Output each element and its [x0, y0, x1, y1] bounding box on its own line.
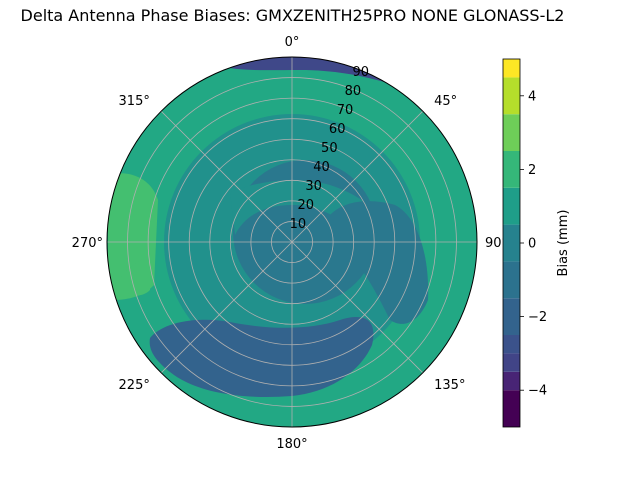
colorbar-band: [503, 77, 520, 115]
colorbar-band: [503, 187, 520, 225]
colorbar-band: [503, 335, 520, 354]
radial-tick-label: 80: [345, 84, 362, 99]
colorbar-band: [503, 371, 520, 391]
radial-tick-labels: 10 20 30 40 50 60 70 80 90: [290, 65, 369, 232]
angular-tick-labels: 0° 45° 90° 135° 180° 225° 270° 315°: [72, 35, 508, 452]
radial-tick-label: 30: [305, 179, 322, 194]
colorbar-band: [503, 151, 520, 188]
radial-tick-label: 50: [321, 141, 338, 156]
polar-grid: [107, 57, 477, 427]
region-mid-inner-north: [230, 180, 385, 245]
colorbar: −4 −2 0 2 4 Bias (mm): [502, 58, 571, 428]
grid-spoke: [291, 110, 424, 243]
radial-tick-label: 90: [353, 65, 370, 80]
colorbar-band: [503, 353, 520, 372]
angular-tick-label: 45°: [434, 94, 457, 109]
grid-spoke: [160, 241, 293, 374]
colorbar-tick-label: 4: [528, 89, 536, 104]
radial-tick-label: 60: [329, 122, 346, 137]
angular-tick-label: 225°: [119, 378, 150, 393]
radial-tick-label: 70: [337, 103, 354, 118]
colorbar-band: [503, 224, 520, 262]
grid-spoke: [291, 241, 424, 374]
colorbar-tick-label: −4: [528, 384, 547, 399]
angular-tick-label: 135°: [434, 378, 465, 393]
region-west-high-2: [118, 255, 150, 296]
angular-tick-label: 270°: [72, 236, 103, 251]
angular-tick-label: 315°: [119, 94, 150, 109]
radial-tick-label: 40: [313, 160, 330, 175]
chart-title: Delta Antenna Phase Biases: GMXZENITH25P…: [20, 6, 565, 25]
radial-tick-label: 20: [297, 198, 314, 213]
colorbar-band: [503, 261, 520, 299]
colorbar-label: Bias (mm): [556, 210, 571, 277]
colorbar-tick-label: 2: [528, 163, 536, 178]
colorbar-band: [503, 114, 520, 151]
angular-tick-label: 90°: [485, 236, 508, 251]
grid-spoke: [160, 110, 293, 243]
angular-tick-label: 0°: [285, 35, 300, 50]
region-south-low: [149, 317, 374, 397]
colorbar-tick-label: −2: [528, 310, 547, 325]
colorbar-band: [503, 298, 520, 335]
colorbar-band: [503, 59, 520, 78]
polar-frame: [106, 56, 478, 428]
angular-tick-label: 180°: [276, 437, 307, 452]
radial-tick-label: 10: [290, 217, 307, 232]
colorbar-band: [503, 390, 520, 427]
colorbar-tick-label: 0: [528, 237, 536, 252]
region-east-low: [330, 201, 429, 324]
